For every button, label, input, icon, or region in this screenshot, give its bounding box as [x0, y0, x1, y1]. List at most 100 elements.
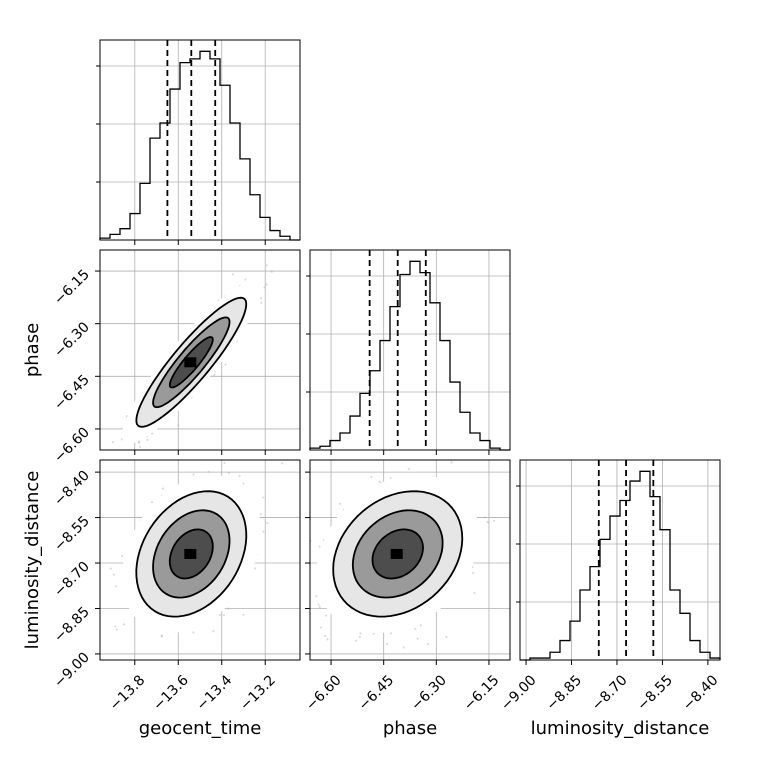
sample-point: [389, 632, 393, 635]
sample-point: [192, 631, 195, 634]
x-tick-label: −8.70: [589, 672, 631, 714]
sample-point: [407, 467, 410, 470]
sample-point: [338, 502, 342, 505]
sample-point: [315, 595, 318, 598]
sample-point: [259, 296, 263, 300]
sample-point: [115, 628, 119, 631]
sample-point: [122, 623, 126, 626]
sample-point: [265, 264, 268, 267]
sample-point: [260, 301, 263, 304]
x-tick-label: −13.4: [194, 672, 236, 714]
contour-line: [135, 296, 248, 428]
sample-point: [445, 635, 448, 639]
sample-point: [160, 634, 163, 637]
sample-point: [318, 606, 321, 609]
sample-point: [161, 487, 164, 490]
sample-point: [253, 567, 257, 570]
sample-point: [109, 567, 112, 570]
sample-point: [450, 461, 453, 464]
sample-point: [150, 501, 154, 504]
x-tick-label: −6.30: [408, 672, 450, 714]
x-tick-label: −6.60: [303, 672, 345, 714]
sample-point: [492, 519, 496, 522]
sample-point: [242, 482, 245, 485]
y-tick-label: −6.15: [51, 267, 93, 309]
sample-point: [238, 474, 241, 478]
sample-point: [473, 591, 476, 595]
panel-frame: [99, 249, 301, 451]
sample-point: [120, 554, 124, 558]
x-tick-label: −13.8: [107, 672, 149, 714]
contour-line: [152, 509, 231, 599]
sample-point: [262, 496, 265, 499]
sample-point: [426, 643, 429, 646]
sample-point: [326, 638, 329, 641]
sample-point: [324, 614, 328, 617]
sample-point: [385, 642, 389, 646]
panel-frame: [309, 249, 511, 451]
y-tick-label: −8.55: [51, 513, 93, 555]
panel-frame: [99, 39, 301, 241]
histogram-luminosity_distance: [520, 470, 721, 661]
panel-frame: [309, 459, 511, 661]
sample-point: [402, 646, 405, 649]
contour-line: [371, 528, 424, 580]
sample-point: [137, 441, 140, 444]
sample-point: [319, 626, 322, 629]
sample-point: [111, 440, 114, 444]
sample-point: [160, 635, 164, 638]
sample-point: [419, 624, 422, 627]
density-peak: [184, 548, 197, 559]
sample-point: [112, 573, 115, 576]
contour-line: [168, 336, 214, 389]
x-tick-label: −13.2: [237, 672, 279, 714]
x-axis-label-geocent_time: geocent_time: [139, 718, 262, 739]
marks-layer: [99, 40, 721, 661]
y-tick-label: −6.30: [51, 319, 93, 361]
x-axis-label-luminosity_distance: luminosity_distance: [531, 718, 710, 739]
x-tick-label: −8.40: [680, 672, 722, 714]
sample-point: [125, 414, 128, 418]
y-axis-label-phase: phase: [22, 323, 43, 377]
x-tick-label: −8.55: [634, 672, 676, 714]
sample-point: [114, 585, 118, 588]
contour-line: [168, 528, 214, 580]
sample-point: [139, 445, 142, 449]
y-tick-label: −8.40: [51, 468, 93, 510]
contour-line: [152, 316, 231, 409]
sample-point: [146, 438, 149, 442]
sample-point: [378, 480, 381, 484]
sample-point: [114, 625, 117, 628]
sample-point: [192, 473, 195, 476]
sample-point: [244, 278, 247, 281]
x-tick-label: −6.15: [461, 672, 503, 714]
sample-point: [318, 545, 321, 548]
y-tick-label: −6.60: [51, 424, 93, 466]
sample-point: [222, 613, 225, 617]
sample-point: [259, 513, 263, 516]
sample-point: [262, 530, 265, 533]
sample-point: [218, 613, 222, 617]
sample-point: [358, 635, 361, 638]
sample-point: [370, 476, 373, 479]
contour-line: [135, 490, 248, 618]
density-peak: [390, 548, 403, 559]
x-tick-label: −13.6: [150, 672, 192, 714]
y-tick-label: −9.00: [51, 649, 93, 691]
sample-point: [486, 521, 489, 524]
sample-point: [213, 373, 216, 376]
sample-point: [265, 283, 268, 286]
histogram-phase: [309, 260, 510, 451]
panel-frame: [99, 459, 301, 661]
x-tick-label: −6.45: [356, 672, 398, 714]
contour-line: [351, 509, 444, 599]
sample-point: [223, 461, 226, 465]
sample-point: [224, 363, 227, 366]
histogram-geocent_time: [99, 50, 300, 241]
x-axis-label-phase: phase: [383, 718, 437, 739]
sample-point: [354, 639, 358, 642]
sample-point: [266, 521, 269, 525]
y-tick-label: −8.70: [51, 559, 93, 601]
y-axis-label-luminosity_distance: luminosity_distance: [22, 471, 43, 650]
sample-point: [281, 462, 284, 465]
